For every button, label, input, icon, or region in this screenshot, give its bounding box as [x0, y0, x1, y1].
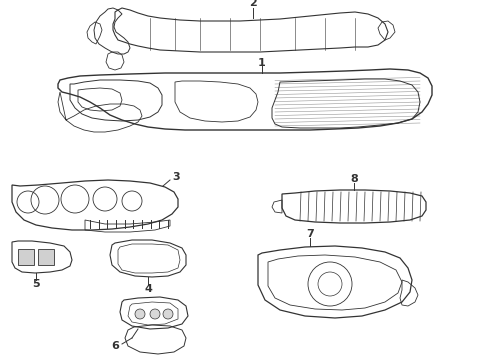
Text: 5: 5: [32, 279, 40, 289]
Text: 3: 3: [172, 172, 180, 182]
Circle shape: [163, 309, 173, 319]
Circle shape: [135, 309, 145, 319]
FancyBboxPatch shape: [18, 249, 34, 265]
Text: 2: 2: [249, 0, 257, 8]
Text: 6: 6: [111, 341, 119, 351]
Text: 7: 7: [306, 229, 314, 239]
Circle shape: [150, 309, 160, 319]
Text: 8: 8: [350, 174, 358, 184]
Text: 1: 1: [258, 58, 266, 68]
FancyBboxPatch shape: [38, 249, 54, 265]
Text: 4: 4: [144, 284, 152, 294]
